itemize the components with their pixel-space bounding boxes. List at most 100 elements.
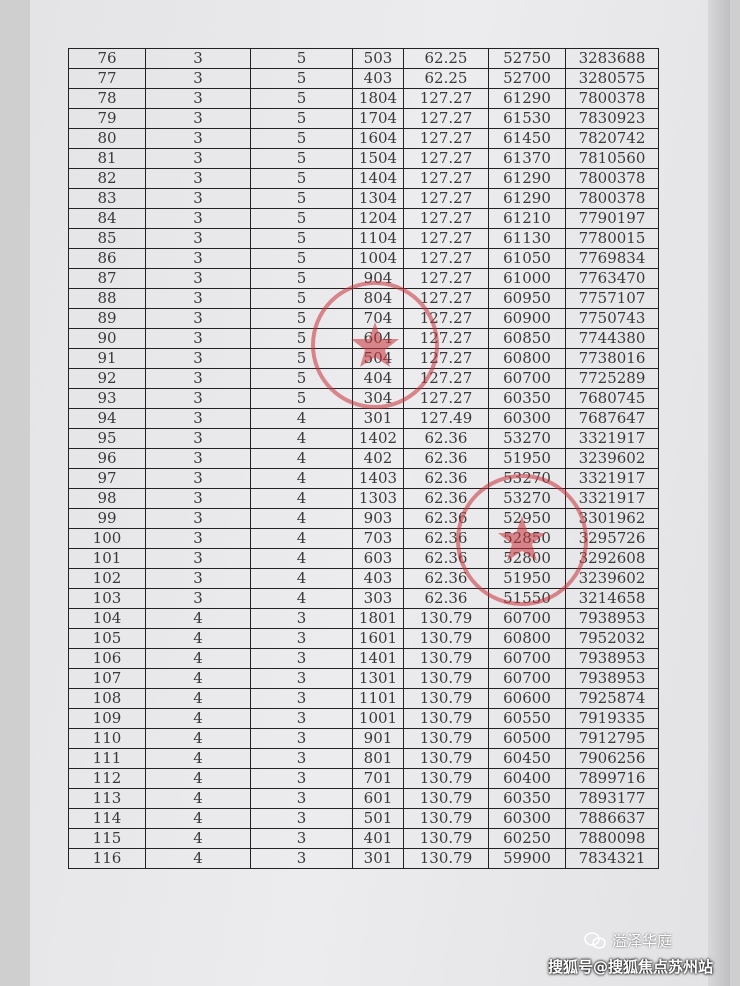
unit-price-cell: 61290 [488,168,566,189]
total-price-cell: 3321917 [565,468,659,489]
table-row: 91 3 5 504 127.27 60800 7738016 [68,348,659,369]
building-cell: 3 [145,228,251,249]
area-cell: 62.36 [403,568,489,589]
unit-cell: 3 [250,668,353,689]
row-number-cell: 76 [68,48,146,69]
building-cell: 3 [145,208,251,229]
row-number-cell: 90 [68,328,146,349]
building-cell: 4 [145,828,251,849]
row-number-cell: 97 [68,468,146,489]
wechat-icon [584,932,606,949]
total-price-cell: 3280575 [565,68,659,89]
row-number-cell: 82 [68,168,146,189]
unit-price-cell: 61530 [488,108,566,129]
unit-price-cell: 59900 [488,848,566,869]
unit-cell: 4 [250,588,353,609]
unit-price-cell: 61000 [488,268,566,289]
unit-price-cell: 52750 [488,48,566,69]
unit-price-cell: 60300 [488,408,566,429]
room-cell: 701 [352,768,404,789]
unit-cell: 5 [250,248,353,269]
building-cell: 3 [145,148,251,169]
unit-cell: 3 [250,608,353,629]
row-number-cell: 115 [68,828,146,849]
table-row: 108 4 3 1101 130.79 60600 7925874 [68,688,659,709]
area-cell: 130.79 [403,628,489,649]
row-number-cell: 102 [68,568,146,589]
building-cell: 4 [145,848,251,869]
unit-price-cell: 60350 [488,788,566,809]
unit-cell: 5 [250,348,353,369]
row-number-cell: 105 [68,628,146,649]
row-number-cell: 88 [68,288,146,309]
row-number-cell: 112 [68,768,146,789]
total-price-cell: 3292608 [565,548,659,569]
table-row: 80 3 5 1604 127.27 61450 7820742 [68,128,659,149]
unit-price-cell: 61370 [488,148,566,169]
table-row: 113 4 3 601 130.79 60350 7893177 [68,788,659,809]
building-cell: 3 [145,528,251,549]
area-cell: 127.27 [403,268,489,289]
area-cell: 130.79 [403,668,489,689]
table-row: 97 3 4 1403 62.36 53270 3321917 [68,468,659,489]
table-row: 109 4 3 1001 130.79 60550 7919335 [68,708,659,729]
area-cell: 62.36 [403,488,489,509]
total-price-cell: 7906256 [565,748,659,769]
room-cell: 904 [352,268,404,289]
unit-cell: 3 [250,628,353,649]
table-row: 81 3 5 1504 127.27 61370 7810560 [68,148,659,169]
unit-price-cell: 60550 [488,708,566,729]
total-price-cell: 7780015 [565,228,659,249]
total-price-cell: 7800378 [565,188,659,209]
table-row: 115 4 3 401 130.79 60250 7880098 [68,828,659,849]
total-price-cell: 3301962 [565,508,659,529]
area-cell: 127.27 [403,228,489,249]
room-cell: 1402 [352,428,404,449]
room-cell: 801 [352,748,404,769]
building-cell: 3 [145,288,251,309]
table-row: 114 4 3 501 130.79 60300 7886637 [68,808,659,829]
unit-price-cell: 52850 [488,528,566,549]
building-cell: 4 [145,668,251,689]
unit-cell: 3 [250,768,353,789]
unit-price-cell: 60800 [488,348,566,369]
table-row: 103 3 4 303 62.36 51550 3214658 [68,588,659,609]
unit-cell: 5 [250,128,353,149]
total-price-cell: 7952032 [565,628,659,649]
unit-price-cell: 52800 [488,548,566,569]
unit-price-cell: 61450 [488,128,566,149]
row-number-cell: 84 [68,208,146,229]
table-row: 76 3 5 503 62.25 52750 3283688 [68,48,659,69]
unit-price-cell: 60350 [488,388,566,409]
unit-cell: 4 [250,448,353,469]
unit-cell: 3 [250,648,353,669]
unit-price-cell: 51550 [488,588,566,609]
building-cell: 3 [145,48,251,69]
row-number-cell: 116 [68,848,146,869]
total-price-cell: 7769834 [565,248,659,269]
row-number-cell: 98 [68,488,146,509]
room-cell: 1604 [352,128,404,149]
total-price-cell: 7820742 [565,128,659,149]
total-price-cell: 7834321 [565,848,659,869]
total-price-cell: 7880098 [565,828,659,849]
area-cell: 127.27 [403,148,489,169]
table-row: 95 3 4 1402 62.36 53270 3321917 [68,428,659,449]
unit-price-cell: 60900 [488,308,566,329]
area-cell: 127.27 [403,88,489,109]
table-row: 94 3 4 301 127.49 60300 7687647 [68,408,659,429]
total-price-cell: 7680745 [565,388,659,409]
room-cell: 604 [352,328,404,349]
unit-cell: 3 [250,828,353,849]
row-number-cell: 91 [68,348,146,369]
total-price-cell: 7800378 [565,168,659,189]
area-cell: 127.27 [403,248,489,269]
area-cell: 127.27 [403,368,489,389]
table-row: 98 3 4 1303 62.36 53270 3321917 [68,488,659,509]
room-cell: 1001 [352,708,404,729]
building-cell: 3 [145,488,251,509]
total-price-cell: 7830923 [565,108,659,129]
room-cell: 301 [352,408,404,429]
building-cell: 3 [145,68,251,89]
unit-cell: 5 [250,68,353,89]
